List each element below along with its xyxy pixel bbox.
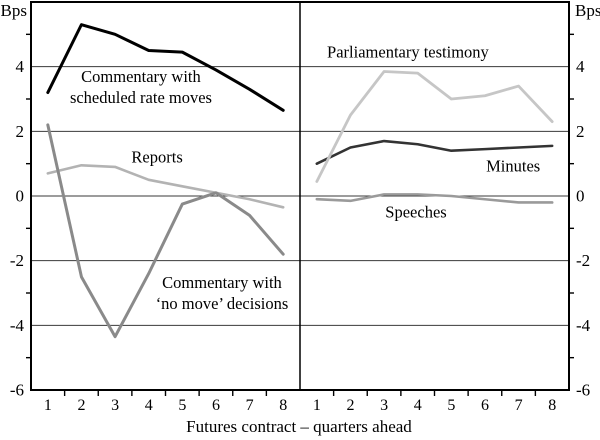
- series-line-speeches: [315, 193, 554, 204]
- y-tick-label-right--6: -6: [576, 381, 590, 400]
- y-tick-label-right--4: -4: [576, 316, 591, 335]
- series-line-parliamentary-testimony: [315, 70, 554, 183]
- y-axis-unit-left: Bps: [1, 1, 27, 20]
- y-tick-label-right-0: 0: [576, 187, 585, 206]
- y-tick-label-right-2: 2: [576, 122, 585, 141]
- x-tick-label: 3: [111, 397, 119, 414]
- x-tick-label: 4: [145, 397, 153, 414]
- x-tick-label: 7: [246, 397, 254, 414]
- series-label-minutes: Minutes: [486, 156, 540, 175]
- x-tick-label: 5: [178, 397, 186, 414]
- y-tick-label-left-0: 0: [16, 187, 25, 206]
- series-label-parliamentary-testimony: Parliamentary testimony: [327, 43, 490, 62]
- y-axis-unit-right: Bps: [575, 1, 600, 20]
- series-label-speeches: Speeches: [385, 202, 446, 221]
- y-tick-label-left--4: -4: [10, 316, 25, 335]
- series-label-commentary-with-no-move-decisions: Commentary with: [162, 273, 282, 292]
- series-line-reports: [46, 163, 285, 209]
- x-tick-label: 8: [279, 397, 287, 414]
- x-tick-label: 3: [380, 397, 388, 414]
- series-line-commentary-with-scheduled-rate-moves: [46, 23, 285, 112]
- y-tick-label-right-4: 4: [576, 57, 585, 76]
- x-tick-label: 5: [447, 397, 455, 414]
- x-tick-label: 4: [414, 397, 422, 414]
- y-tick-label-right--2: -2: [576, 251, 590, 270]
- series-line-commentary-with-no-move-decisions: [46, 123, 285, 339]
- x-tick-label: 2: [77, 397, 85, 414]
- y-tick-label-left--6: -6: [10, 381, 24, 400]
- chart-layer: 4 4 2 2 0 0 -2 -2 -4 -4 -6 -6 1 2 3 4 5 6 7 8 1 2 3 4 5 6 7 8 Commen…: [10, 1, 591, 414]
- series-label-commentary-with-scheduled-rate-moves: scheduled rate moves: [70, 88, 212, 107]
- x-axis-title: Futures contract – quarters ahead: [186, 417, 412, 436]
- x-tick-label: 7: [515, 397, 523, 414]
- series-label-commentary-with-no-move-decisions: ‘no move’ decisions: [156, 294, 289, 313]
- x-tick-label: 1: [313, 397, 321, 414]
- y-tick-label-left--2: -2: [10, 251, 24, 270]
- y-tick-label-left-4: 4: [16, 57, 25, 76]
- y-tick-label-left-2: 2: [16, 122, 25, 141]
- x-tick-label: 8: [548, 397, 556, 414]
- x-tick-label: 2: [346, 397, 354, 414]
- x-tick-label: 6: [481, 397, 489, 414]
- series-line-minutes: [315, 139, 554, 165]
- series-label-commentary-with-scheduled-rate-moves: Commentary with: [81, 67, 201, 86]
- series-label-reports: Reports: [131, 148, 182, 167]
- x-tick-label: 6: [212, 397, 220, 414]
- x-tick-label: 1: [44, 397, 52, 414]
